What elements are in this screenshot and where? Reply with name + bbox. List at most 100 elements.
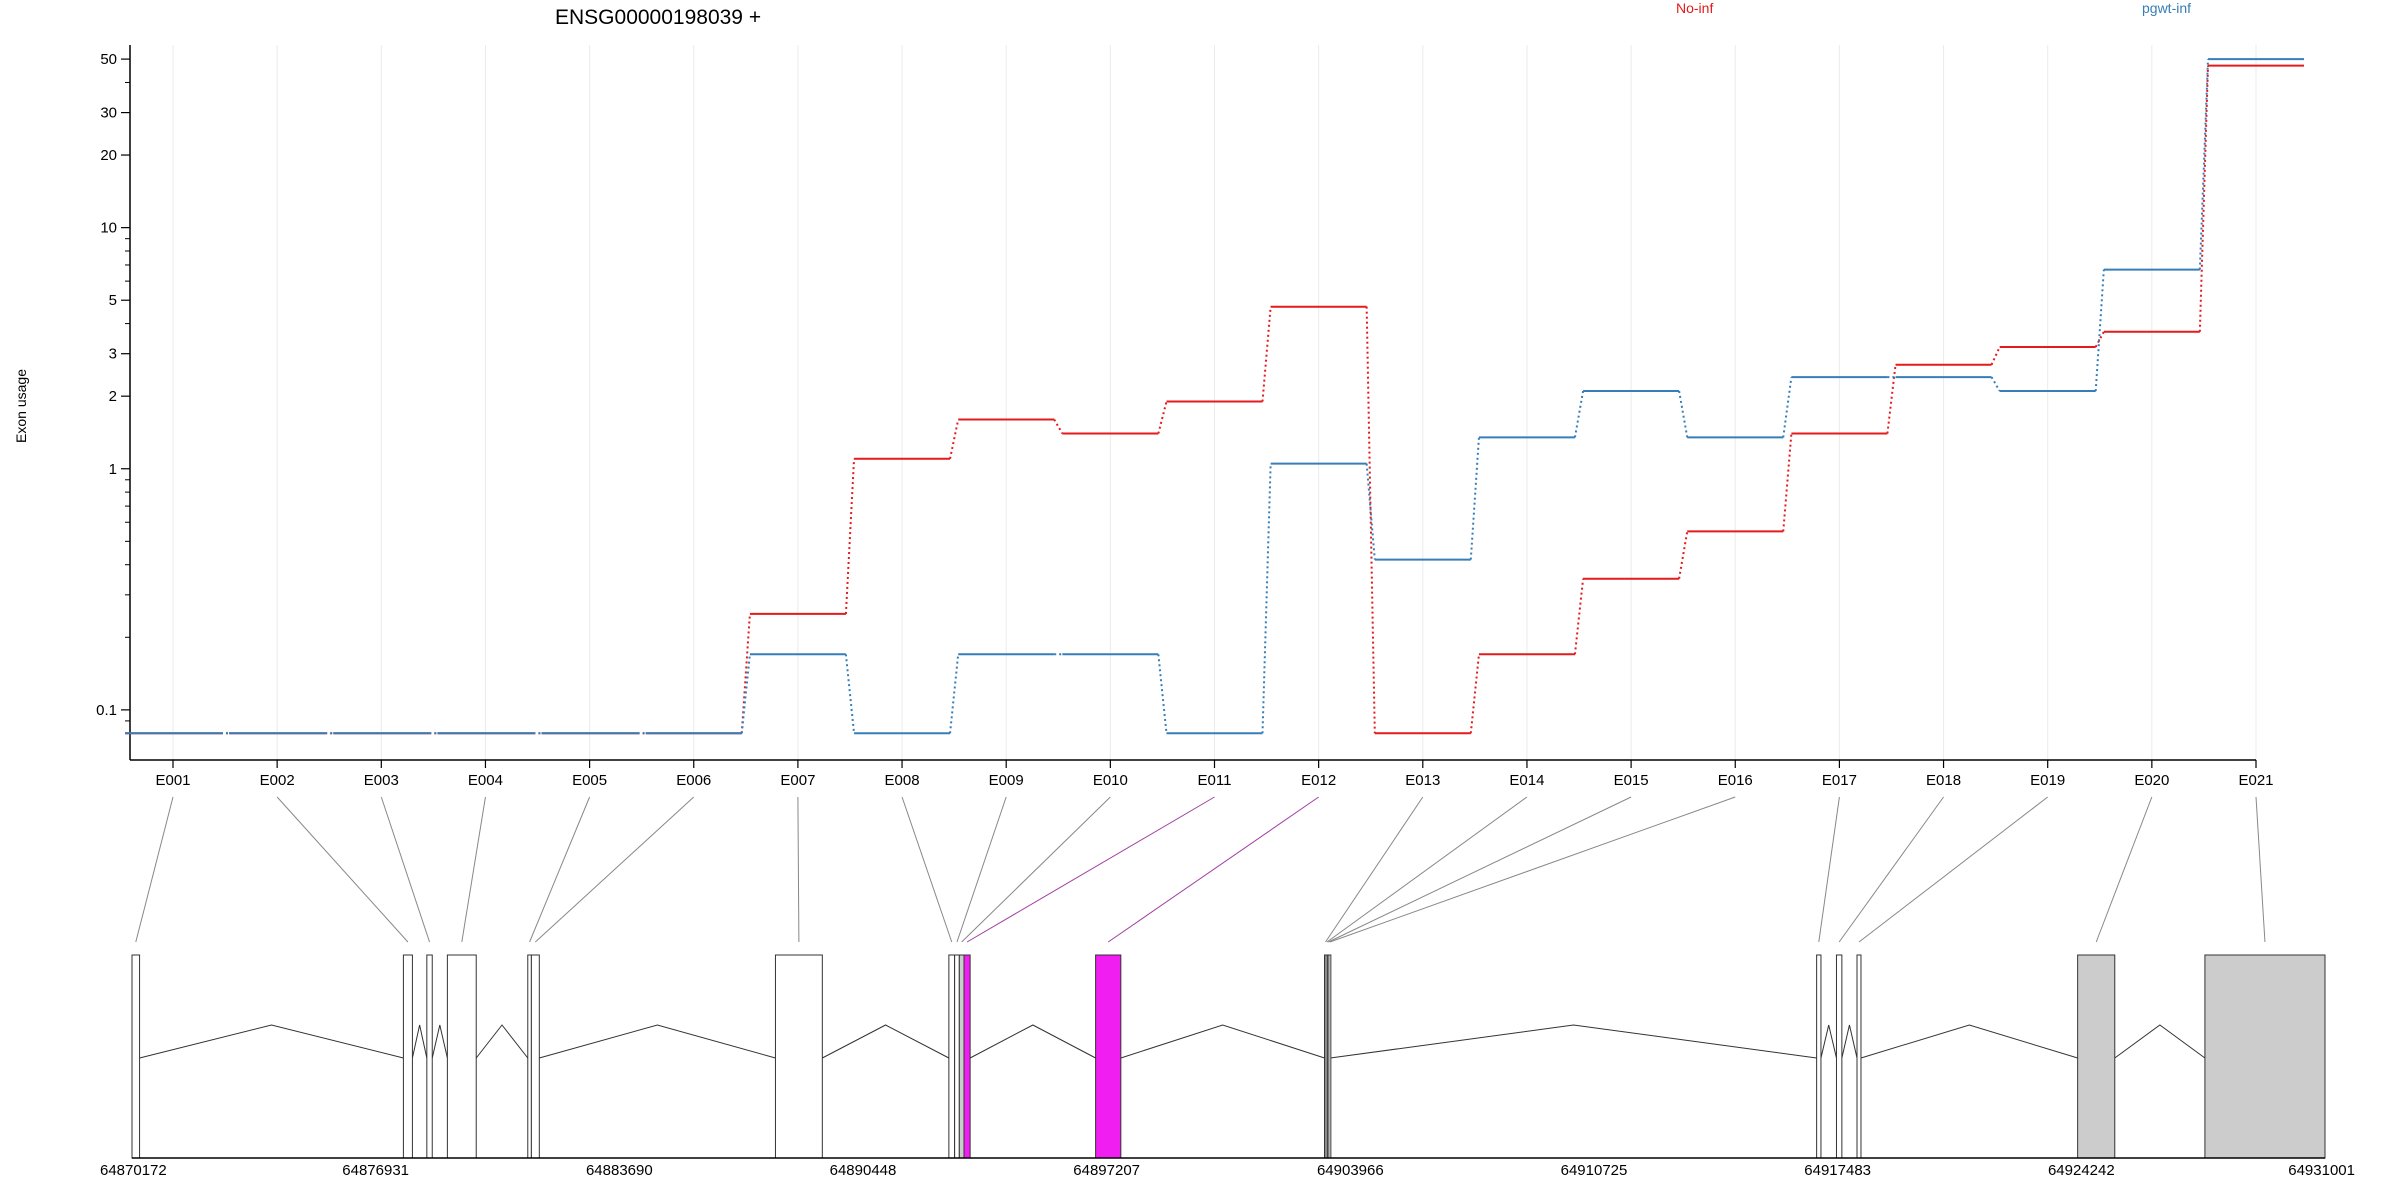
series-transition bbox=[1573, 578, 1585, 655]
x-tick-label: E014 bbox=[1509, 772, 1544, 789]
x-axis: E001 E002 E003 E004 E005 E006 E007 E008 E009 E010… bbox=[130, 759, 2274, 789]
y-tick-label: 1 bbox=[109, 461, 117, 478]
exon-box-e016 bbox=[1328, 954, 1332, 1159]
intron-line bbox=[1841, 1024, 1858, 1059]
coordinate-tick-label: 64876931 bbox=[342, 1162, 409, 1179]
series-transition bbox=[1990, 346, 2001, 366]
exon-connector bbox=[276, 796, 409, 943]
coordinate-tick-label: 64917483 bbox=[1804, 1162, 1871, 1179]
x-tick-label: E013 bbox=[1405, 772, 1440, 789]
exon-box-e003 bbox=[426, 954, 433, 1159]
intron-line bbox=[475, 1024, 529, 1059]
coordinate-tick-label: 64910725 bbox=[1561, 1162, 1628, 1179]
x-tick-label: E010 bbox=[1093, 772, 1128, 789]
y-tick-label: 2 bbox=[109, 388, 117, 405]
exon-connector bbox=[1838, 796, 1944, 943]
series-lines bbox=[125, 58, 2304, 735]
series-transition bbox=[949, 419, 960, 459]
series-transition bbox=[1469, 437, 1480, 560]
y-axis-label: Exon usage bbox=[13, 369, 29, 443]
x-tick-label: E015 bbox=[1614, 772, 1649, 789]
exon-box-e018 bbox=[1835, 954, 1843, 1159]
exon-connector bbox=[1329, 796, 1736, 943]
exon-box-e010 bbox=[958, 954, 965, 1159]
y-tick-label: 10 bbox=[100, 220, 117, 237]
intron-line bbox=[539, 1024, 776, 1059]
intron-line bbox=[1120, 1024, 1325, 1059]
series-transition bbox=[740, 654, 751, 734]
exon-connector bbox=[901, 796, 953, 943]
exon-connector bbox=[2255, 796, 2266, 943]
genomic-coordinate-axis: 64870172 64876931 64883690 64890448 64897207… bbox=[100, 1157, 2355, 1179]
x-tick-label: E018 bbox=[1926, 772, 1961, 789]
x-tick-label: E019 bbox=[2030, 772, 2065, 789]
exon-box-e012 bbox=[1095, 954, 1122, 1159]
exon-connector bbox=[1818, 796, 1840, 943]
x-tick-label: E004 bbox=[468, 772, 503, 789]
exon-box-e007 bbox=[774, 954, 823, 1159]
y-tick-label: 0.1 bbox=[96, 702, 117, 719]
series-transition bbox=[1678, 531, 1689, 579]
intron-line bbox=[139, 1024, 404, 1059]
exon-connector bbox=[961, 796, 1111, 943]
coordinate-tick-label: 64903966 bbox=[1317, 1162, 1384, 1179]
y-tick-label: 20 bbox=[100, 147, 117, 164]
x-tick-label: E020 bbox=[2134, 772, 2169, 789]
y-axis: 0.1 1 2 3 5 10 20 30 50 bbox=[96, 45, 131, 760]
intron-line bbox=[1860, 1024, 2078, 1059]
exon-box-e001 bbox=[131, 954, 141, 1159]
x-tick-label: E003 bbox=[364, 772, 399, 789]
exon-connector bbox=[966, 796, 1215, 943]
x-tick-label: E006 bbox=[676, 772, 711, 789]
series-transition bbox=[2198, 65, 2209, 332]
intron-line bbox=[822, 1024, 950, 1059]
series-transition bbox=[1365, 463, 1376, 560]
series-transition bbox=[1782, 433, 1793, 532]
x-tick-label: E021 bbox=[2238, 772, 2273, 789]
x-tick-label: E001 bbox=[155, 772, 190, 789]
coordinate-tick-label: 64931001 bbox=[2288, 1162, 2355, 1179]
exon-connector bbox=[1325, 796, 1424, 943]
y-tick-label: 3 bbox=[109, 346, 117, 363]
x-tick-label: E017 bbox=[1822, 772, 1857, 789]
intron-line bbox=[969, 1024, 1096, 1059]
x-tick-label: E016 bbox=[1718, 772, 1753, 789]
exon-connector bbox=[380, 796, 431, 943]
series-transition bbox=[1782, 376, 1793, 438]
x-tick-label: E005 bbox=[572, 772, 607, 789]
x-tick-label: E002 bbox=[260, 772, 295, 789]
x-tick-label: E008 bbox=[885, 772, 920, 789]
exon-connectors bbox=[135, 796, 2266, 943]
series-transition bbox=[1261, 463, 1272, 734]
x-tick-label: E011 bbox=[1198, 772, 1232, 789]
series-transition bbox=[1469, 654, 1480, 734]
exon-connector bbox=[135, 796, 174, 943]
x-tick-label: E012 bbox=[1301, 772, 1336, 789]
exon-box-e002 bbox=[402, 954, 413, 1159]
exon-box-e009 bbox=[954, 954, 960, 1159]
series-transition bbox=[1157, 401, 1168, 434]
series-transition bbox=[1886, 364, 1897, 434]
exon-connector bbox=[956, 796, 1007, 943]
coordinate-tick-label: 64883690 bbox=[586, 1162, 653, 1179]
exon-connector bbox=[535, 796, 695, 943]
series-transition bbox=[2198, 59, 2209, 270]
exon-connector bbox=[1858, 796, 2049, 943]
intron-line bbox=[1330, 1024, 1817, 1059]
exon-connector bbox=[797, 796, 800, 943]
exon-connector bbox=[1107, 796, 1319, 943]
y-tick-label: 50 bbox=[100, 51, 117, 68]
series-transition bbox=[949, 654, 960, 734]
series-transition bbox=[844, 654, 856, 734]
exon-box-e021 bbox=[2204, 954, 2326, 1159]
exon-connector bbox=[529, 796, 591, 943]
intron-line bbox=[2114, 1024, 2206, 1059]
series-transition bbox=[1573, 390, 1585, 438]
exon-box-e005 bbox=[527, 954, 532, 1159]
exon-box-e020 bbox=[2077, 954, 2116, 1159]
series-transition bbox=[1261, 306, 1272, 402]
legend-entry-pgwt-inf: pgwt-inf bbox=[2142, 0, 2191, 16]
x-tick-label: E007 bbox=[780, 772, 815, 789]
vertical-gridlines bbox=[172, 45, 2257, 760]
